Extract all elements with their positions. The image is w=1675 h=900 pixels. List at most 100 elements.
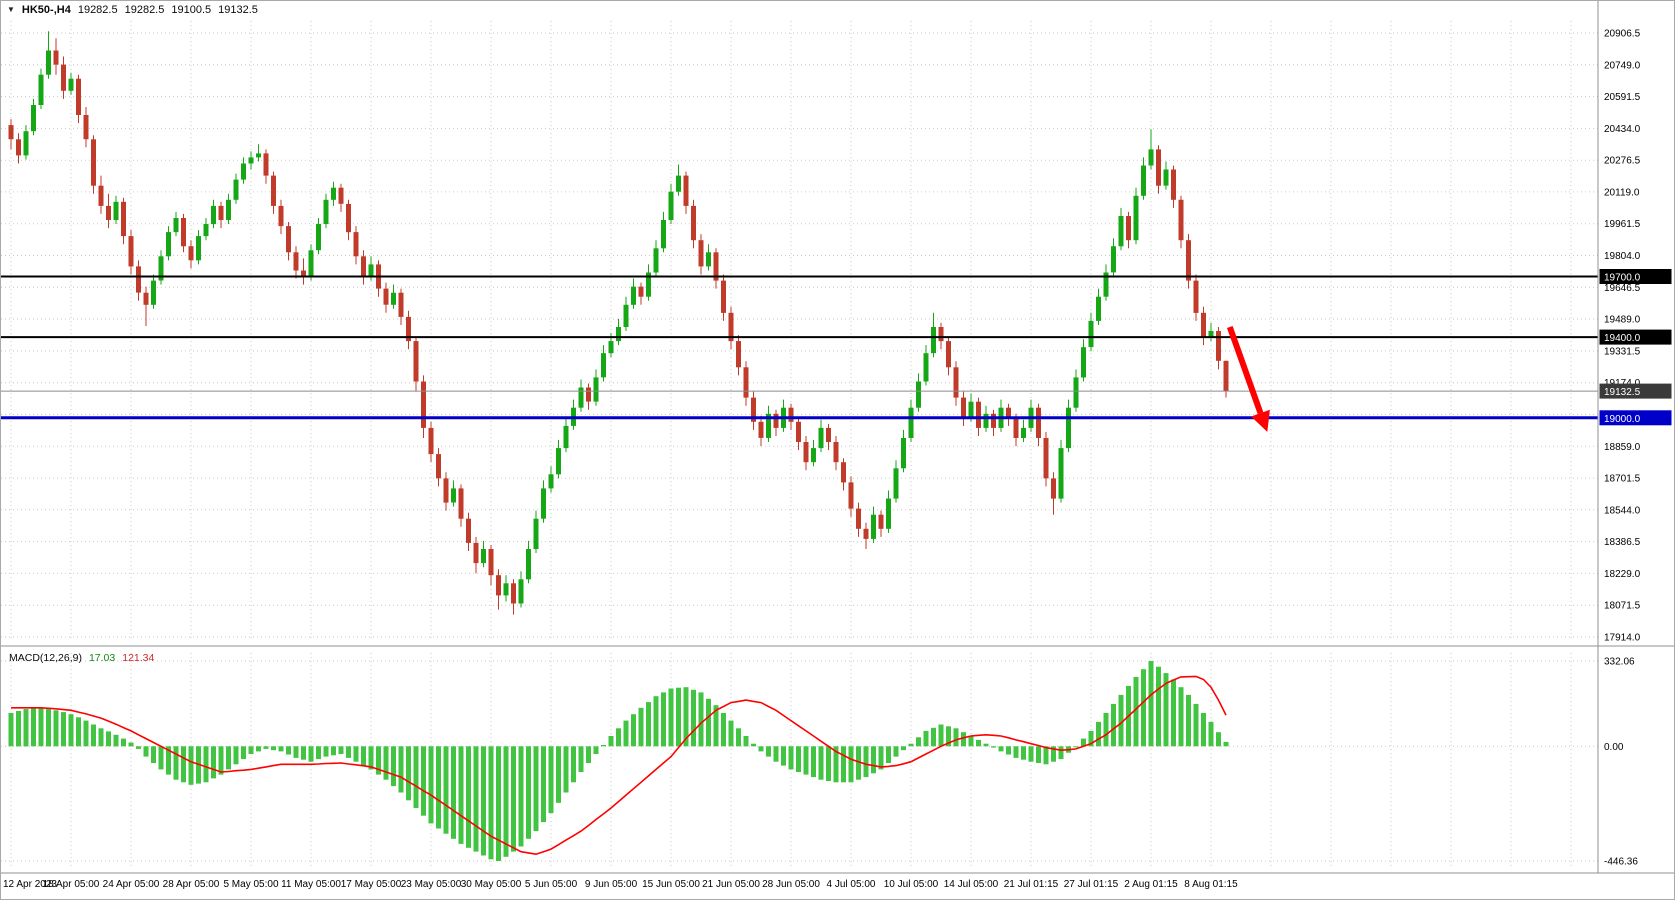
candle-body: [346, 203, 351, 233]
macd-bar: [331, 746, 336, 756]
macd-bar: [563, 746, 569, 793]
svg-text:20119.0: 20119.0: [1604, 187, 1640, 198]
candle-body: [938, 327, 944, 342]
candle-body: [683, 175, 689, 206]
macd-bar: [286, 746, 291, 755]
macd-bar: [983, 743, 989, 747]
candle-body: [1096, 296, 1101, 321]
candle-body: [961, 397, 966, 418]
candle-body: [263, 153, 269, 176]
level-19700.0-tag: [1599, 269, 1672, 284]
macd-bar: [218, 746, 224, 775]
svg-text:4 Jul 05:00: 4 Jul 05:00: [827, 879, 876, 890]
candle-body: [473, 542, 479, 564]
macd-bar: [713, 705, 719, 747]
macd-bar: [556, 746, 561, 803]
macd-bar: [593, 746, 599, 754]
macd-bar: [436, 746, 441, 829]
macd-bar: [758, 746, 764, 752]
macd-bar: [353, 746, 359, 762]
svg-text:14 Jul 05:00: 14 Jul 05:00: [944, 879, 999, 890]
candle-body: [1223, 360, 1229, 392]
macd-bar: [541, 746, 546, 823]
svg-text:8 Aug 01:15: 8 Aug 01:15: [1184, 879, 1238, 890]
macd-bar: [16, 710, 21, 747]
macd-bar: [301, 746, 306, 760]
candle-body: [773, 413, 779, 428]
macd-bar: [278, 746, 284, 752]
macd-bar: [886, 746, 891, 763]
candle-body: [758, 421, 764, 438]
macd-bar: [158, 746, 164, 770]
candle-body: [211, 205, 216, 225]
macd-bar: [601, 745, 606, 747]
candle-body: [16, 139, 21, 156]
candle-body: [893, 468, 899, 499]
macd-bar: [698, 692, 704, 747]
level-19400.0-tag: [1599, 329, 1672, 345]
macd-bar: [1111, 703, 1116, 747]
macd-bar: [976, 739, 981, 747]
macd-bar: [533, 746, 539, 832]
macd-bar: [848, 746, 854, 783]
candle-body: [916, 381, 921, 408]
candle-body: [233, 179, 239, 200]
macd-bar: [706, 698, 711, 747]
svg-text:19961.5: 19961.5: [1604, 219, 1641, 230]
trend-arrow-head[interactable]: [1251, 409, 1270, 432]
symbol-timeframe-label: HK50-,H4: [21, 4, 71, 16]
candle-body: [1163, 169, 1169, 186]
ohlc-close-value: 19132.5: [218, 4, 258, 16]
macd-bar: [908, 743, 914, 747]
macd-bar: [248, 746, 254, 754]
candle-body: [863, 528, 869, 539]
candle-body: [983, 413, 989, 428]
candle-body: [646, 272, 651, 297]
macd-bar: [751, 743, 756, 747]
macd-bar: [728, 720, 734, 747]
svg-text:20749.0: 20749.0: [1604, 60, 1641, 71]
macd-bar: [691, 689, 696, 747]
macd-bar: [38, 707, 44, 747]
candle-body: [1186, 240, 1191, 281]
macd-bar: [1156, 666, 1161, 747]
macd-bar: [871, 746, 876, 774]
candle-body: [1111, 246, 1116, 273]
svg-text:19331.5: 19331.5: [1604, 346, 1641, 357]
candle-body: [968, 401, 974, 418]
macd-bar: [1201, 712, 1206, 747]
candle-body: [1141, 165, 1146, 196]
trend-arrow-shaft[interactable]: [1226, 325, 1264, 415]
candle-body: [226, 199, 231, 220]
candle-body: [68, 78, 74, 91]
macd-bar: [83, 720, 89, 747]
candle-body: [106, 205, 111, 220]
symbol-dropdown-icon[interactable]: ▼: [7, 5, 15, 14]
macd-histogram: [8, 661, 1229, 861]
svg-text:18859.0: 18859.0: [1604, 442, 1641, 453]
candle-body: [541, 488, 546, 519]
candle-body: [623, 304, 629, 327]
candle-body: [953, 367, 959, 398]
macd-bar: [406, 746, 411, 801]
candle-body: [368, 264, 374, 277]
macd-bar: [736, 728, 741, 747]
macd-bar: [1223, 741, 1229, 747]
candle-body: [76, 78, 81, 115]
candle-body: [353, 232, 359, 257]
macd-signal-line: [11, 675, 1227, 856]
macd-bar: [1096, 721, 1101, 747]
macd-bar: [953, 728, 959, 747]
candle-body: [443, 478, 449, 503]
macd-bar: [743, 736, 749, 747]
candle-body: [601, 353, 606, 378]
macd-bar: [863, 746, 869, 778]
macd-bar: [136, 746, 141, 749]
candle-body: [1178, 199, 1184, 241]
macd-bar: [98, 728, 104, 747]
candle-body: [173, 218, 179, 233]
level-19000.0-tag: [1599, 410, 1672, 426]
candle-body: [91, 139, 96, 186]
